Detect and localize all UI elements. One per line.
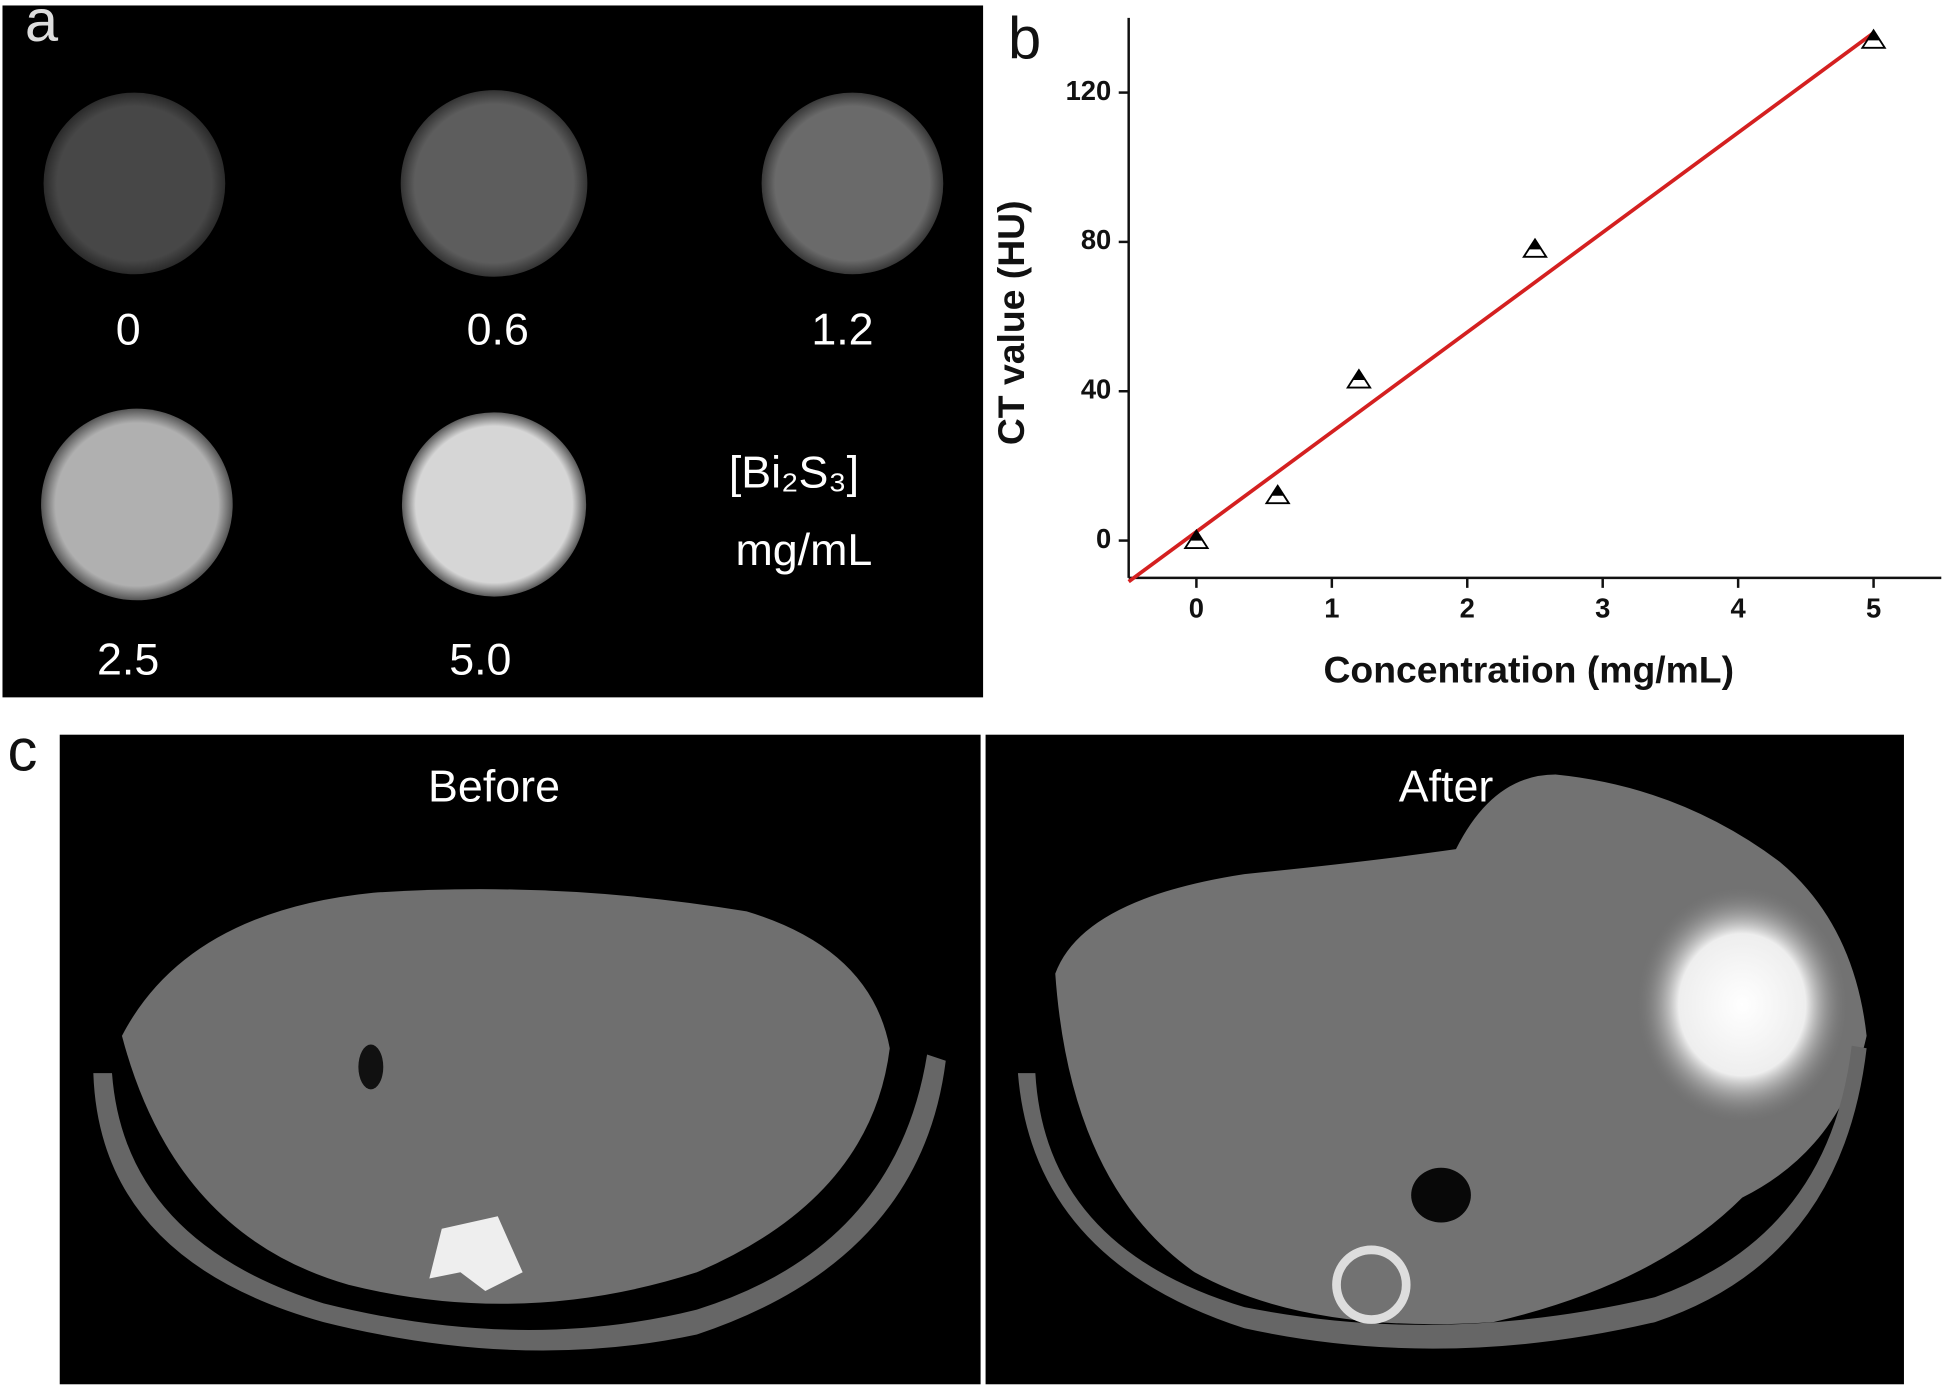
x-tick-label: 2: [1460, 592, 1475, 623]
body-section: [121, 889, 890, 1304]
image-label: Before: [428, 761, 560, 811]
air-pocket: [358, 1044, 384, 1090]
phantom-tube: [41, 408, 233, 601]
data-point: [1346, 368, 1372, 389]
data-point: [1860, 28, 1887, 49]
body-section: [1055, 774, 1867, 1325]
marker-fill: [1190, 530, 1203, 541]
air-pocket: [1411, 1167, 1471, 1223]
x-tick-label: 5: [1866, 592, 1881, 623]
panel-label: a: [25, 0, 59, 54]
concentration-label: 2.5: [97, 634, 159, 684]
y-tick-label: 40: [1081, 373, 1111, 404]
x-tick-label: 4: [1731, 592, 1747, 623]
compound-label: [Bi₂S₃]: [729, 448, 859, 498]
marker-fill: [1867, 30, 1880, 41]
concentration-label: 0: [116, 305, 141, 355]
y-tick-label: 80: [1081, 224, 1111, 255]
vertebra: [1332, 1245, 1411, 1324]
x-tick-label: 3: [1595, 592, 1610, 623]
data-point: [1183, 528, 1210, 549]
unit-label: mg/mL: [735, 525, 872, 575]
x-axis-title: Concentration (mg/mL): [1323, 648, 1734, 690]
y-tick-label: 0: [1096, 523, 1111, 554]
y-axis-title: CT value (HU): [990, 200, 1032, 445]
marker-fill: [1271, 485, 1284, 496]
vertebra: [429, 1216, 523, 1291]
concentration-label: 5.0: [449, 634, 511, 684]
x-tick-label: 1: [1324, 592, 1339, 623]
y-tick-label: 120: [1066, 75, 1112, 106]
marker-fill: [1528, 239, 1542, 250]
phantom-tube: [401, 412, 587, 597]
phantom-tube: [400, 90, 588, 277]
data-point: [1264, 484, 1291, 505]
phantom-tube: [761, 92, 944, 275]
x-tick-label: 0: [1189, 592, 1204, 623]
contrast-enhancement: [1636, 886, 1848, 1123]
image-label: After: [1399, 761, 1494, 811]
concentration-label: 0.6: [467, 305, 529, 355]
panel-label: b: [1008, 5, 1041, 72]
marker-fill: [1352, 370, 1366, 381]
concentration-label: 1.2: [811, 305, 873, 355]
phantom-tube: [43, 92, 226, 275]
panel-label: c: [7, 716, 37, 783]
fit-line: [1127, 31, 1875, 584]
data-point: [1522, 237, 1548, 258]
